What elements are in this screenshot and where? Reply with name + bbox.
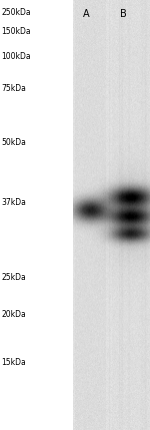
Text: 50kDa: 50kDa (2, 138, 26, 146)
Text: A: A (83, 9, 90, 18)
Text: 100kDa: 100kDa (2, 52, 31, 60)
Text: 150kDa: 150kDa (2, 27, 31, 35)
Text: 25kDa: 25kDa (2, 273, 26, 282)
Text: 20kDa: 20kDa (2, 310, 26, 318)
Text: 37kDa: 37kDa (2, 198, 26, 206)
Text: 15kDa: 15kDa (2, 357, 26, 366)
Text: 75kDa: 75kDa (2, 84, 26, 92)
Text: 250kDa: 250kDa (2, 9, 31, 17)
Text: B: B (120, 9, 127, 18)
